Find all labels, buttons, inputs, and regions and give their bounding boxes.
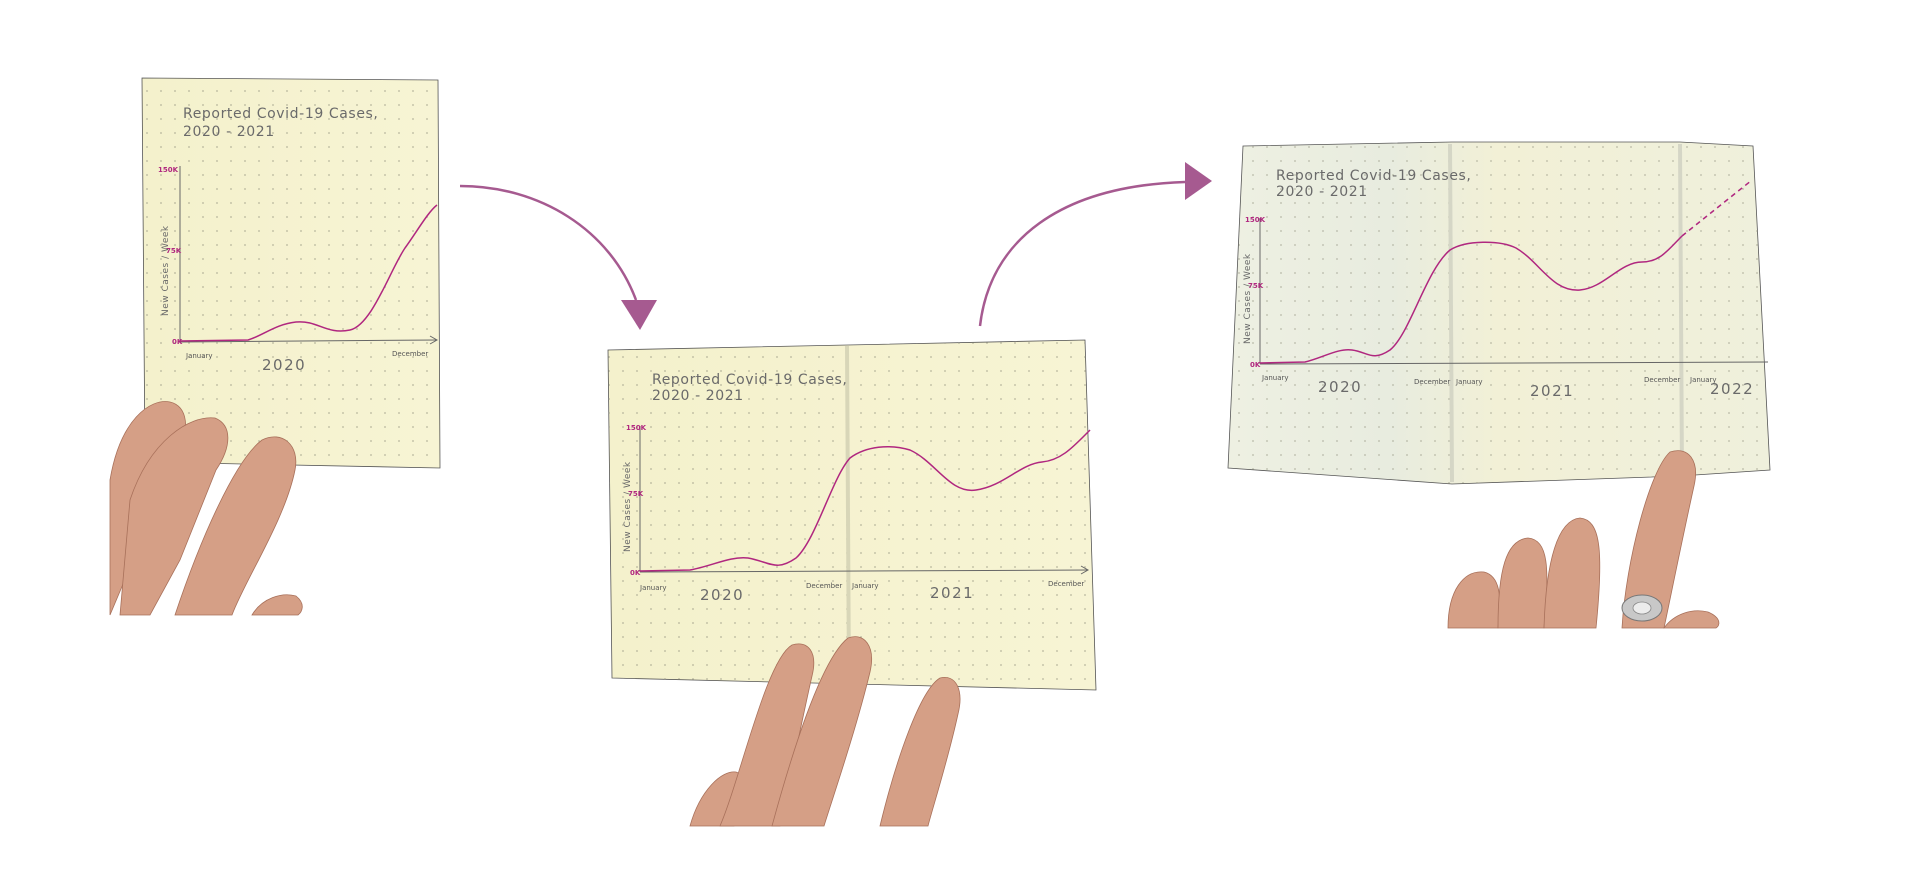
panel-2-half-unfolded-chart: Reported Covid-19 Cases, 2020 - 2021 150…	[607, 339, 1097, 827]
panel-3-ytick-zero: 0K	[1250, 361, 1261, 369]
arrow-1-curved	[459, 184, 657, 330]
panel-3-hand	[1447, 450, 1720, 629]
panel-3-title-line1: Reported Covid-19 Cases,	[1276, 168, 1471, 184]
panel-3-year-2021: 2021	[1530, 382, 1574, 400]
panel-1-y-label: New Cases / Week	[161, 225, 171, 316]
arrow-2-curved	[978, 162, 1212, 327]
panel-1-cases-line	[179, 204, 438, 342]
panel-2-ytick-zero: 0K	[630, 569, 641, 577]
panel-3-ring	[1621, 594, 1663, 622]
panel-1-ytick-top: 150K	[158, 166, 179, 174]
panel-3-cases-line	[1259, 235, 1683, 364]
panel-3-month-jan-2020: January	[1261, 374, 1289, 382]
panel-3-year-2020: 2020	[1318, 378, 1362, 396]
panel-3-ytick-top: 150K	[1245, 216, 1266, 224]
panel-2-month-dec-2021: December	[1048, 580, 1084, 588]
panel-1-month-start: January	[185, 352, 213, 360]
panel-3-month-dec-2021: December	[1644, 376, 1680, 384]
panel-2-year-2020: 2020	[700, 586, 744, 604]
panel-2-hand	[689, 636, 961, 827]
panel-1-year-2020: 2020	[262, 356, 306, 374]
panel-1-title-line1: Reported Covid-19 Cases,	[183, 106, 378, 122]
panel-3-month-dec-2020: December	[1414, 378, 1450, 386]
panel-1-month-end: December	[392, 350, 428, 358]
panel-2-y-label: New Cases / Week	[623, 461, 633, 552]
panel-3-projection-dashed-line	[1681, 179, 1753, 237]
panel-2-month-dec-2020: December	[806, 582, 842, 590]
panel-1-ytick-mid: 75K	[166, 247, 182, 255]
panel-2-ytick-top: 150K	[626, 424, 647, 432]
panel-1-hand	[109, 401, 303, 616]
panel-3-year-2022: 2022	[1710, 380, 1754, 398]
panel-2-month-jan-2020: January	[639, 584, 667, 592]
panel-1-ytick-zero: 0K	[172, 338, 183, 346]
panel-3-ytick-mid: 75K	[1248, 282, 1264, 290]
panel-2-cases-line	[639, 429, 1091, 572]
panel-2-ytick-mid: 75K	[628, 490, 644, 498]
panel-2-year-2021: 2021	[930, 584, 974, 602]
panel-3-title-line2: 2020 - 2021	[1276, 184, 1368, 200]
panel-2-title-line2: 2020 - 2021	[652, 388, 744, 404]
panel-3-y-label: New Cases / Week	[1243, 253, 1253, 344]
panel-1-folded-chart: Reported Covid-19 Cases, 2020 - 2021 150…	[109, 77, 441, 616]
panel-2-month-jan-2021: January	[851, 582, 879, 590]
panel-3-month-jan-2021: January	[1455, 378, 1483, 386]
panel-1-title-line2: 2020 - 2021	[183, 124, 275, 140]
panel-3-fully-unfolded-chart: Reported Covid-19 Cases, 2020 - 2021 150…	[1227, 141, 1771, 629]
panel-3-month-jan-2022: January	[1689, 376, 1717, 384]
panel-2-title-line1: Reported Covid-19 Cases,	[652, 372, 847, 388]
